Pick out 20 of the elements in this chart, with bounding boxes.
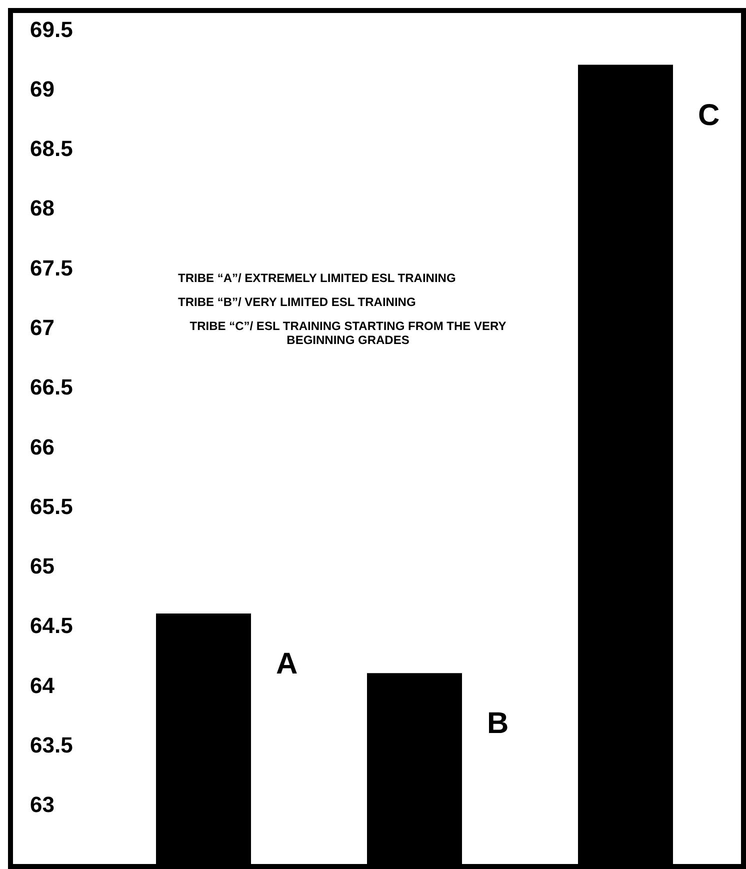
x-tick-label: C [698,98,720,132]
y-tick-label: 67.5 [30,255,73,280]
y-tick-label: 63 [30,792,54,818]
annotation: TRIBE “C”/ ESL TRAINING STARTING FROM THE VERY BEGINNING GRADES [188,319,508,347]
y-tick-label: 68.5 [30,136,73,162]
y-tick-label: 68 [30,196,54,221]
annotation: TRIBE “A”/ EXTREMELY LIMITED ESL TRAINING [178,271,457,285]
y-tick-label: 65 [30,554,54,579]
y-tick-label: 69.5 [30,16,73,42]
x-tick-label: A [276,648,298,680]
y-tick-label: 66 [30,434,54,460]
y-tick-label: 67 [30,315,54,340]
y-tick-label: 69 [30,76,54,102]
y-tick-label: 63.5 [30,732,73,758]
x-tick-label: B [487,707,509,740]
annotation: TRIBE “B”/ VERY LIMITED ESL TRAINING [178,295,417,309]
y-tick-label: 66.5 [30,374,73,400]
y-tick-label: 64.5 [30,613,73,638]
y-tick-label: 65.5 [30,494,73,519]
y-tick-label: 64 [30,672,56,698]
